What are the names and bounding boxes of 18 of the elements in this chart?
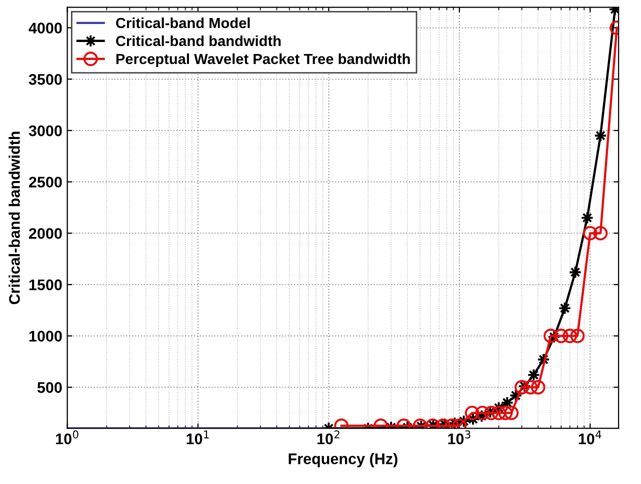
x-tick-label: 10$^{0}$ bbox=[56, 430, 78, 444]
x-tick-label: 10$^{4}$ bbox=[578, 430, 602, 444]
y-tick-label: 1500 bbox=[29, 279, 62, 290]
legend-label: Critical-band bandwidth bbox=[116, 35, 281, 46]
y-axis-title: Critical-band bandwidth bbox=[8, 132, 20, 304]
legend-label: Critical-band Model bbox=[116, 17, 250, 28]
y-tick-label: 3000 bbox=[28, 125, 62, 136]
y-tick-label: 1000 bbox=[29, 330, 62, 342]
y-tick-label: 2500 bbox=[28, 176, 62, 188]
y-tick-label: 2000 bbox=[28, 228, 62, 239]
legend-label: Perceptual Wavelet Packet Tree bandwidth bbox=[116, 53, 410, 67]
x-tick-label: 10$^{2}$ bbox=[317, 430, 340, 444]
x-tick-label: 10$^{1}$ bbox=[186, 430, 209, 444]
y-tick-label: 4000 bbox=[28, 22, 62, 34]
x-tick-label: 10$^{3}$ bbox=[448, 430, 470, 444]
x-axis-title: Frequency (Hz) bbox=[288, 453, 398, 468]
y-tick-label: 3500 bbox=[28, 74, 62, 85]
y-tick-label: 500 bbox=[37, 382, 62, 393]
